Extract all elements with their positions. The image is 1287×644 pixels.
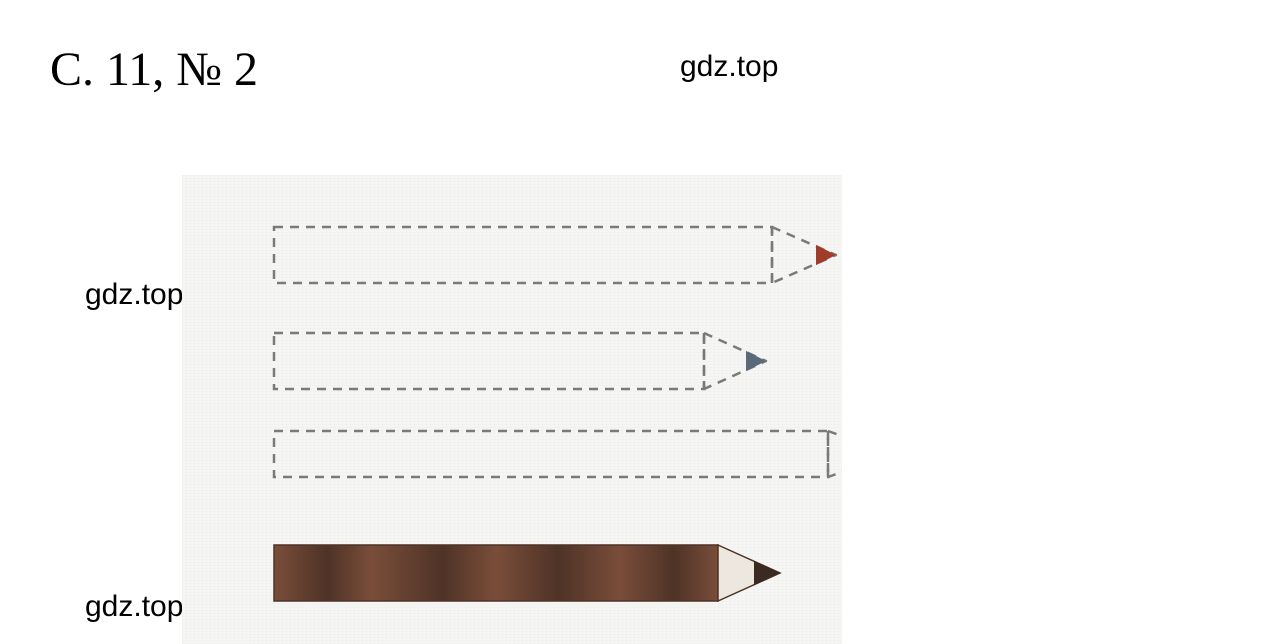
watermark-left-2: gdz.top xyxy=(85,590,183,624)
pencil-body-dashed xyxy=(274,431,828,477)
pencil-lead-icon xyxy=(816,245,836,265)
page-title: С. 11, № 2 xyxy=(50,42,258,97)
pencil-lead-icon xyxy=(746,351,766,371)
pencil-lead-icon xyxy=(754,561,780,586)
watermark-left-1: gdz.top xyxy=(85,278,183,312)
watermark-top-right: gdz.top xyxy=(680,50,778,84)
pencils-svg xyxy=(182,175,842,644)
pencil-body-solid xyxy=(274,545,718,601)
pencil-tip-dashed xyxy=(828,431,842,477)
pencils-illustration xyxy=(182,175,842,644)
pencil-body-dashed xyxy=(274,227,772,283)
pencil-body-dashed xyxy=(274,333,704,389)
